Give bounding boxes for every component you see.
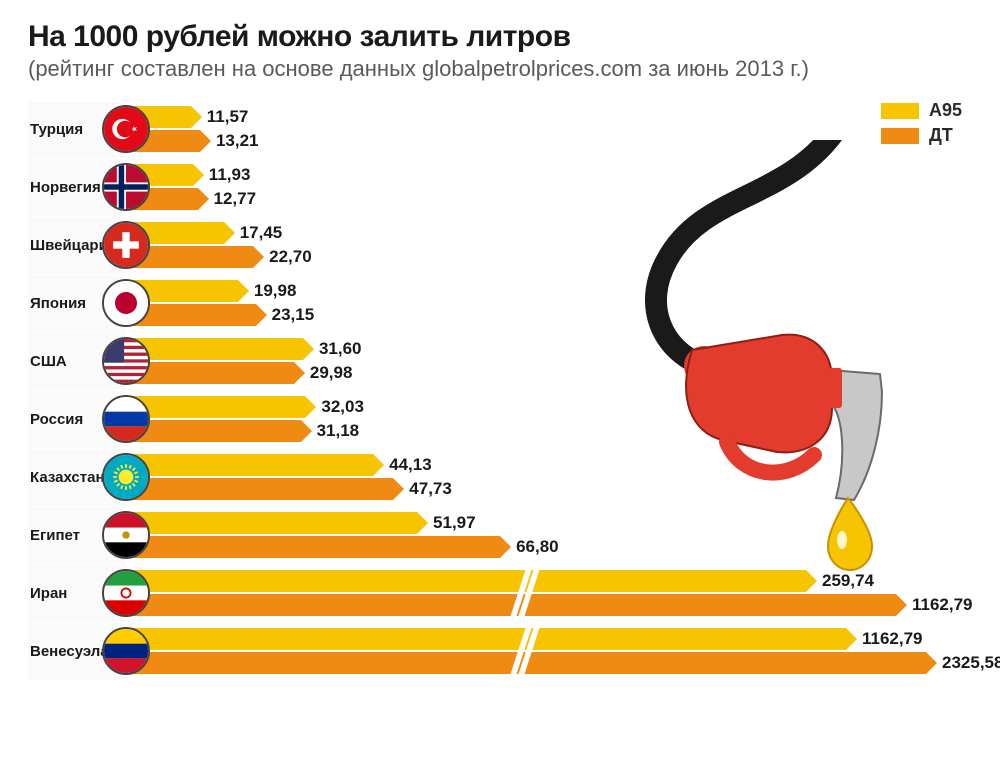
bar-value-a95: 11,93 <box>209 165 251 185</box>
bar-a95: 31,60 <box>126 338 303 360</box>
country-row: Норвегия11,9312,77 <box>28 158 972 216</box>
bar-value-dt: 2325,58 <box>942 653 1000 673</box>
venezuela-flag-icon <box>102 627 150 675</box>
country-row: Казахстан44,1347,73 <box>28 448 972 506</box>
turkey-flag-icon <box>102 105 150 153</box>
bar-group: 31,6029,98 <box>126 332 972 390</box>
fuel-chart: А95 ДТ Турция11,5713,21Норвегия11,9312,7… <box>28 100 972 680</box>
switzerland-flag-icon <box>102 221 150 269</box>
bar-value-dt: 13,21 <box>216 131 259 151</box>
bar-dt: 47,73 <box>126 478 393 500</box>
country-row: Япония19,9823,15 <box>28 274 972 332</box>
bar-a95: 51,97 <box>126 512 417 534</box>
bar-a95: 1162,79 <box>126 628 846 650</box>
bar-value-a95: 32,03 <box>321 397 364 417</box>
bar-group: 19,98 23,15 <box>126 274 972 332</box>
bar-value-dt: 66,80 <box>516 537 559 557</box>
bar-group: 11,57 13,21 <box>126 100 972 158</box>
bar-a95: 259,74 <box>126 570 806 592</box>
bar-value-dt: 47,73 <box>409 479 452 499</box>
country-row: Венесуэла1162,792325,58 <box>28 622 972 680</box>
bar-dt: 66,80 <box>126 536 500 558</box>
bar-group: 11,93 12,77 <box>126 158 972 216</box>
bar-value-a95: 1162,79 <box>862 629 923 649</box>
bar-group: 32,0331,18 <box>126 390 972 448</box>
kazakhstan-flag-icon <box>102 453 150 501</box>
bar-value-a95: 11,57 <box>207 107 249 127</box>
bar-value-dt: 12,77 <box>214 189 257 209</box>
bar-value-a95: 17,45 <box>240 223 283 243</box>
page-title: На 1000 рублей можно залить литров <box>28 20 972 54</box>
bar-dt: 29,98 <box>126 362 294 384</box>
axis-break-icon <box>516 622 532 680</box>
country-row: Египет51,9766,80 <box>28 506 972 564</box>
bar-group: 51,9766,80 <box>126 506 972 564</box>
japan-flag-icon <box>102 279 150 327</box>
country-row: США31,6029,98 <box>28 332 972 390</box>
bar-group: 1162,792325,58 <box>126 622 972 680</box>
russia-flag-icon <box>102 395 150 443</box>
bar-group: 17,45 22,70 <box>126 216 972 274</box>
bar-dt: 31,18 <box>126 420 301 442</box>
iran-flag-icon <box>102 569 150 617</box>
usa-flag-icon <box>102 337 150 385</box>
bar-value-dt: 31,18 <box>317 421 360 441</box>
country-row: Турция11,5713,21 <box>28 100 972 158</box>
bar-value-a95: 31,60 <box>319 339 362 359</box>
bar-value-a95: 19,98 <box>254 281 297 301</box>
axis-break-icon <box>516 564 532 622</box>
bar-group: 44,1347,73 <box>126 448 972 506</box>
page-subtitle: (рейтинг составлен на основе данных glob… <box>28 56 972 82</box>
bar-value-dt: 1162,79 <box>912 595 973 615</box>
bar-value-a95: 44,13 <box>389 455 432 475</box>
country-row: Швейцария17,4522,70 <box>28 216 972 274</box>
norway-flag-icon <box>102 163 150 211</box>
bar-value-dt: 29,98 <box>310 363 353 383</box>
bar-value-a95: 51,97 <box>433 513 476 533</box>
country-row: Иран259,741162,79 <box>28 564 972 622</box>
bar-value-dt: 23,15 <box>272 305 315 325</box>
egypt-flag-icon <box>102 511 150 559</box>
bar-a95: 32,03 <box>126 396 305 418</box>
bar-a95: 44,13 <box>126 454 373 476</box>
bar-value-a95: 259,74 <box>822 571 874 591</box>
chart-rows: Турция11,5713,21Норвегия11,9312,77Швейца… <box>28 100 972 680</box>
country-row: Россия32,0331,18 <box>28 390 972 448</box>
bar-group: 259,74 1162,79 <box>126 564 972 622</box>
bar-value-dt: 22,70 <box>269 247 312 267</box>
